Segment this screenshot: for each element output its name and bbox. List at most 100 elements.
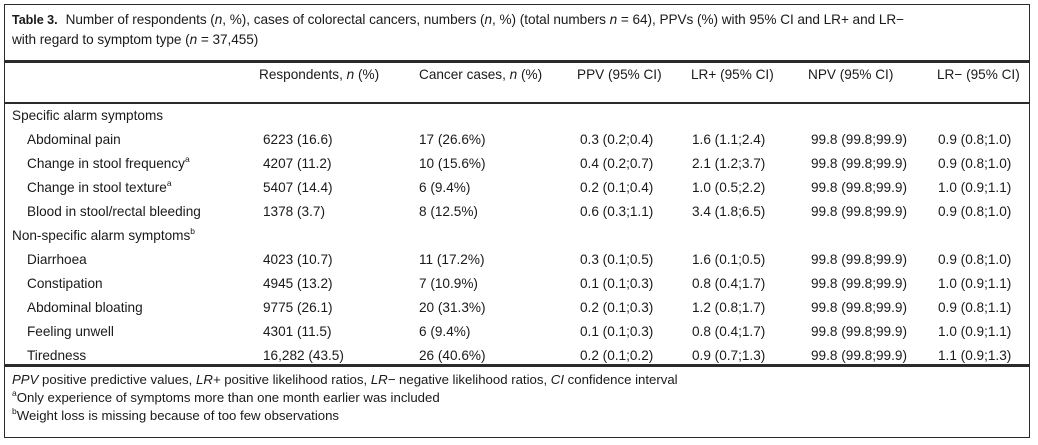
header-lrminus: LR− (95% CI) (937, 67, 1020, 82)
lrplus-cell: 2.1 (1.2;3.7) (692, 156, 766, 171)
lrplus-cell: 1.6 (0.1;0.5) (692, 252, 766, 267)
abbreviations-note: PPV positive predictive values, LR+ posi… (12, 371, 1027, 389)
npv-cell: 99.8 (99.8;99.9) (811, 204, 907, 219)
table-label: Table 3. (12, 13, 58, 27)
lrplus-cell: 3.4 (1.8;6.5) (692, 204, 766, 219)
lrminus-cell: 1.0 (0.9;1.1) (938, 180, 1012, 195)
abbr-text: negative likelihood ratios, (395, 372, 551, 387)
header-npv: NPV (95% CI) (808, 67, 894, 82)
table-row: Change in stool frequencya 4207 (11.2) 10 … (5, 152, 1029, 176)
header-text: (%) (517, 67, 543, 82)
row-label: Change in stool texturea (27, 176, 172, 200)
abbr-term: PPV (12, 372, 39, 387)
symptom-name: Tiredness (27, 348, 87, 363)
lrplus-cell: 1.6 (1.1;2.4) (692, 132, 766, 147)
cases-cell: 6 (9.4%) (419, 180, 471, 195)
npv-cell: 99.8 (99.8;99.9) (811, 180, 907, 195)
lrminus-cell: 1.0 (0.9;1.1) (938, 276, 1012, 291)
header-n: n (509, 67, 518, 82)
footnote-mark: b (12, 406, 17, 416)
header-n: n (346, 67, 355, 82)
header-row: Respondents, n (%) Cancer cases, n (%) P… (5, 65, 1029, 89)
symptom-name: Abdominal pain (27, 132, 121, 147)
header-lrplus: LR+ (95% CI) (691, 67, 774, 82)
table-frame: Table 3. Number of respondents (n, %), ca… (4, 4, 1030, 438)
cases-cell: 20 (31.3%) (419, 300, 486, 315)
ppv-cell: 0.2 (0.1;0.4) (580, 180, 654, 195)
caption-text: with regard to symptom type ( (12, 32, 190, 47)
caption-text: Number of respondents ( (65, 12, 215, 27)
symptom-name: Change in stool frequency (27, 156, 185, 171)
row-label: Constipation (27, 272, 103, 296)
respondents-cell: 1378 (3.7) (263, 204, 325, 219)
lrminus-cell: 0.9 (0.8;1.1) (938, 300, 1012, 315)
footnote-mark: a (12, 388, 17, 398)
cases-cell: 8 (12.5%) (419, 204, 478, 219)
npv-cell: 99.8 (99.8;99.9) (811, 348, 907, 363)
abbr-term: LR− (370, 372, 396, 387)
row-label: Abdominal bloating (27, 296, 143, 320)
table-row: Feeling unwell 4301 (11.5) 6 (9.4%) 0.1 (0.… (5, 320, 1029, 344)
ppv-cell: 0.3 (0.2;0.4) (580, 132, 654, 147)
footnote-a: aOnly experience of symptoms more than o… (12, 389, 1027, 407)
symptom-name: Blood in stool/rectal bleeding (27, 204, 201, 219)
abbr-text: positive likelihood ratios, (220, 372, 371, 387)
header-rule (5, 102, 1029, 104)
row-label: Feeling unwell (27, 320, 114, 344)
header-ppv: PPV (95% CI) (577, 67, 662, 82)
caption-n: n (609, 12, 618, 27)
lrminus-cell: 0.9 (0.8;1.0) (938, 156, 1012, 171)
respondents-cell: 16,282 (43.5) (263, 348, 344, 363)
row-label: Abdominal pain (27, 128, 121, 152)
section-title-text: Specific alarm symptoms (12, 108, 164, 123)
top-rule (5, 60, 1029, 63)
ppv-cell: 0.4 (0.2;0.7) (580, 156, 654, 171)
table-row: Diarrhoea 4023 (10.7) 11 (17.2%) 0.3 (0.1;0… (5, 248, 1029, 272)
header-text: Respondents, (259, 67, 347, 82)
table-row: Tiredness 16,282 (43.5) 26 (40.6%) 0.2 (0.1… (5, 344, 1029, 368)
symptom-name: Abdominal bloating (27, 300, 143, 315)
lrminus-cell: 0.9 (0.8;1.0) (938, 132, 1012, 147)
npv-cell: 99.8 (99.8;99.9) (811, 300, 907, 315)
symptom-name: Feeling unwell (27, 324, 114, 339)
respondents-cell: 9775 (26.1) (263, 300, 333, 315)
table-row: Abdominal pain 6223 (16.6) 17 (26.6%) 0.3 (… (5, 128, 1029, 152)
cases-cell: 26 (40.6%) (419, 348, 486, 363)
lrplus-cell: 0.9 (0.7;1.3) (692, 348, 766, 363)
abbr-text: positive predictive values, (38, 372, 196, 387)
footnote-text: Only experience of symptoms more than on… (16, 390, 440, 405)
caption-text: = 37,455) (197, 32, 259, 47)
header-cases: Cancer cases, n (%) (419, 65, 542, 85)
abbr-term: CI (550, 372, 564, 387)
caption-text: , %), cases of colorectal cancers, numbe… (222, 12, 485, 27)
npv-cell: 99.8 (99.8;99.9) (811, 132, 907, 147)
lrplus-cell: 1.2 (0.8;1.7) (692, 300, 766, 315)
table-row: Blood in stool/rectal bleeding 1378 (3.7)… (5, 200, 1029, 224)
table-caption: Table 3. Number of respondents (n, %), ca… (12, 10, 1027, 50)
caption-n: n (189, 32, 198, 47)
ppv-cell: 0.2 (0.1;0.3) (580, 300, 654, 315)
ppv-cell: 0.2 (0.1;0.2) (580, 348, 654, 363)
footnote-text: Weight loss is missing because of too fe… (16, 408, 340, 423)
respondents-cell: 4945 (13.2) (263, 276, 333, 291)
npv-cell: 99.8 (99.8;99.9) (811, 276, 907, 291)
lrplus-cell: 1.0 (0.5;2.2) (692, 180, 766, 195)
cases-cell: 10 (15.6%) (419, 156, 486, 171)
footnote-b: bWeight loss is missing because of too f… (12, 407, 1027, 425)
ppv-cell: 0.6 (0.3;1.1) (580, 204, 654, 219)
row-label: Tiredness (27, 344, 86, 368)
respondents-cell: 6223 (16.6) (263, 132, 333, 147)
table-row: Change in stool texturea 5407 (14.4) 6 (9.… (5, 176, 1029, 200)
ppv-cell: 0.3 (0.1;0.5) (580, 252, 654, 267)
symptom-name: Change in stool texture (27, 180, 167, 195)
lrminus-cell: 0.9 (0.8;1.0) (938, 252, 1012, 267)
lrplus-cell: 0.8 (0.4;1.7) (692, 276, 766, 291)
caption-n: n (484, 12, 493, 27)
abbr-term: LR+ (195, 372, 221, 387)
respondents-cell: 4301 (11.5) (263, 324, 332, 339)
caption-n: n (214, 12, 223, 27)
footnote-mark: b (190, 226, 196, 236)
npv-cell: 99.8 (99.8;99.9) (811, 252, 907, 267)
table-row: Constipation 4945 (13.2) 7 (10.9%) 0.1 (0.1… (5, 272, 1029, 296)
footnote-mark: a (166, 178, 172, 188)
